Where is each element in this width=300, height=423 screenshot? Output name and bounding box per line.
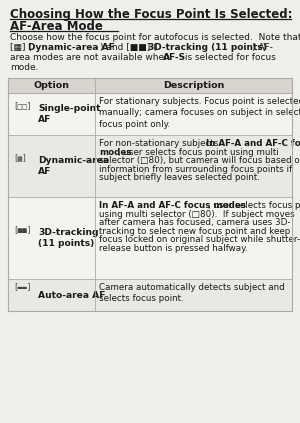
Text: In AF-A and AF-C focus: In AF-A and AF-C focus (206, 139, 300, 148)
Text: [□□]: [□□] (13, 102, 32, 110)
Bar (8, 135, 292, 197)
Text: , user selects focus point: , user selects focus point (208, 201, 300, 210)
Text: AF-S: AF-S (163, 53, 186, 62)
Text: 3D-tracking (11 points): 3D-tracking (11 points) (148, 43, 267, 52)
Text: tracking to select new focus point and keep: tracking to select new focus point and k… (99, 226, 290, 236)
Text: selector (□80), but camera will focus based on: selector (□80), but camera will focus ba… (99, 156, 300, 165)
Text: In AF-A and AF-C focus modes: In AF-A and AF-C focus modes (99, 201, 246, 210)
Text: Choose how the focus point for autofocus is selected.  Note that: Choose how the focus point for autofocus… (10, 33, 300, 42)
Text: For stationary subjects. Focus point is selected
manually; camera focuses on sub: For stationary subjects. Focus point is … (99, 97, 300, 129)
Text: Camera automatically detects subject and
selects focus point.: Camera automatically detects subject and… (99, 283, 285, 303)
Text: ) and [■■] (: ) and [■■] ( (100, 43, 157, 52)
Text: [▦] (: [▦] ( (10, 43, 32, 52)
Text: information from surrounding focus points if: information from surrounding focus point… (99, 165, 292, 173)
Text: AF-Area Mode: AF-Area Mode (10, 20, 103, 33)
Text: Option: Option (34, 81, 70, 90)
Bar (8, 279, 292, 311)
Text: [■■]: [■■] (13, 225, 32, 234)
Text: mode.: mode. (10, 63, 38, 72)
Text: For non-stationary subjects.: For non-stationary subjects. (99, 139, 224, 148)
Text: area modes are not available when: area modes are not available when (10, 53, 173, 62)
Text: Auto-area AF: Auto-area AF (38, 291, 106, 299)
Text: is selected for focus: is selected for focus (182, 53, 276, 62)
Text: using multi selector (□80).  If subject moves: using multi selector (□80). If subject m… (99, 209, 295, 219)
Text: , user selects focus point using multi: , user selects focus point using multi (118, 148, 279, 157)
Text: Single-point
AF: Single-point AF (38, 104, 100, 124)
Text: focus locked on original subject while shutter-: focus locked on original subject while s… (99, 235, 300, 244)
Text: Dynamic-area AF: Dynamic-area AF (28, 43, 115, 52)
Text: release button is pressed halfway.: release button is pressed halfway. (99, 244, 247, 253)
Text: after camera has focused, camera uses 3D-: after camera has focused, camera uses 3D… (99, 218, 290, 227)
Text: 3D-tracking
(11 points): 3D-tracking (11 points) (38, 228, 98, 248)
Bar (8, 93, 292, 135)
Text: [▬▬]: [▬▬] (13, 283, 32, 291)
Bar (8, 197, 292, 279)
Text: [▦]: [▦] (13, 154, 27, 162)
Text: subject briefly leaves selected point.: subject briefly leaves selected point. (99, 173, 260, 182)
Text: Dynamic-area
AF: Dynamic-area AF (38, 156, 109, 176)
Text: Choosing How the Focus Point Is Selected:: Choosing How the Focus Point Is Selected… (10, 8, 292, 21)
Text: ) AF-: ) AF- (252, 43, 273, 52)
Text: Description: Description (163, 81, 224, 90)
Bar (8, 78, 292, 93)
Text: modes: modes (99, 148, 131, 157)
